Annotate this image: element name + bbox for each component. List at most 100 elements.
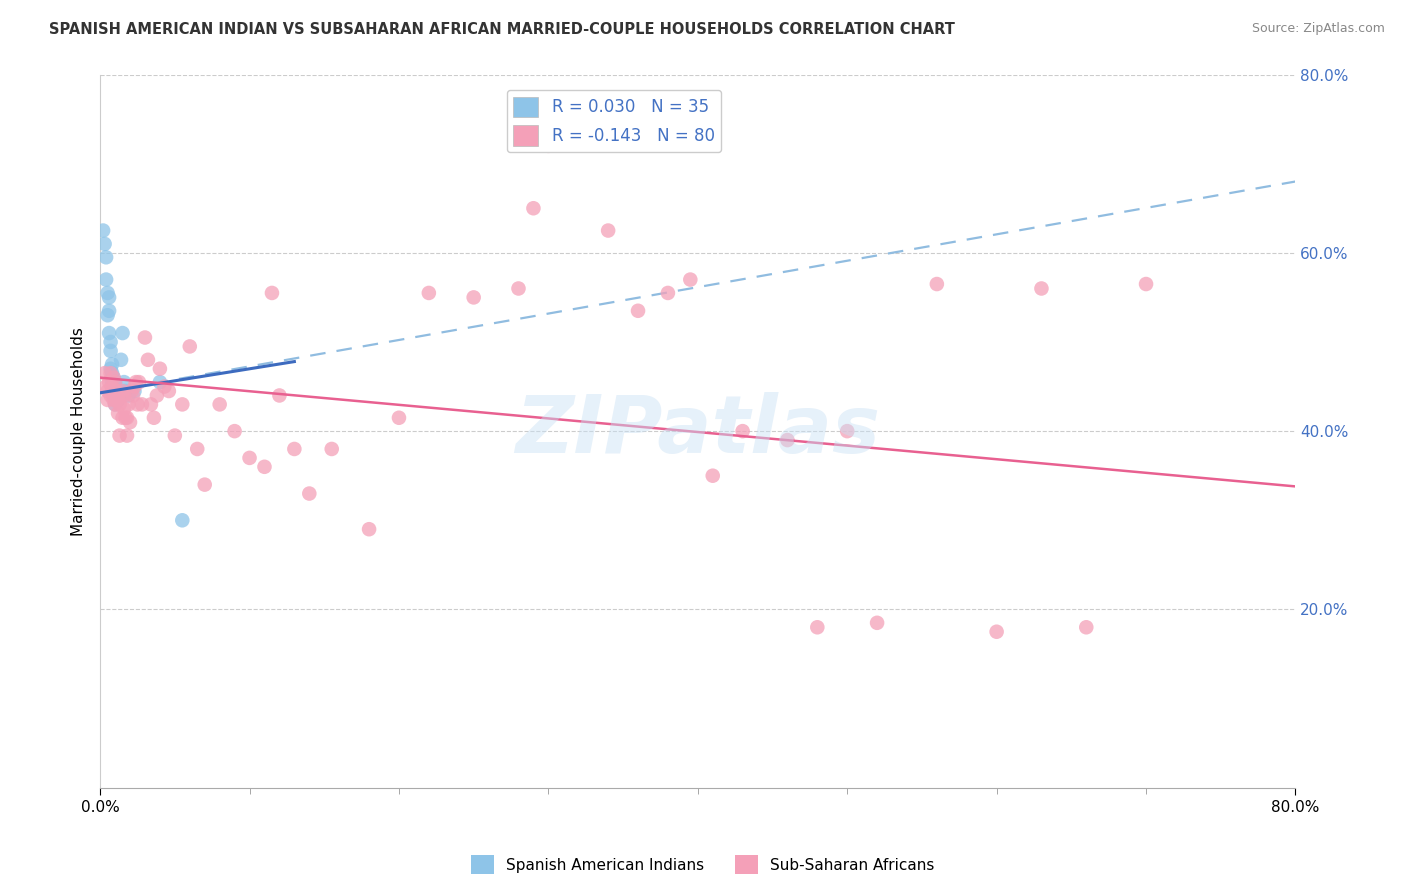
Point: [194, 477, 217, 491]
Point: [627, 303, 650, 318]
Point: [359, 522, 381, 536]
Point: [111, 326, 134, 340]
Point: [553, 130, 575, 145]
Point: [124, 379, 146, 393]
Point: [172, 513, 194, 527]
Point: [100, 361, 122, 376]
Point: [179, 339, 201, 353]
Point: [149, 375, 172, 389]
Point: [104, 397, 127, 411]
Point: [94, 272, 117, 286]
Point: [1135, 277, 1157, 291]
Point: [522, 201, 544, 215]
Point: [98, 290, 121, 304]
Point: [121, 384, 143, 398]
Point: [111, 410, 134, 425]
Point: [112, 401, 135, 416]
Point: [136, 352, 159, 367]
Point: [117, 397, 139, 411]
Point: [598, 223, 620, 237]
Point: [115, 410, 138, 425]
Point: [112, 375, 135, 389]
Point: [142, 410, 165, 425]
Point: [107, 392, 129, 407]
Point: [108, 428, 131, 442]
Point: [101, 366, 124, 380]
Point: [124, 384, 146, 398]
Point: [114, 384, 136, 398]
Point: [108, 388, 131, 402]
Point: [104, 375, 127, 389]
Point: [110, 352, 132, 367]
Point: [731, 424, 754, 438]
Text: Source: ZipAtlas.com: Source: ZipAtlas.com: [1251, 22, 1385, 36]
Point: [837, 424, 859, 438]
Point: [153, 379, 176, 393]
Point: [110, 388, 132, 402]
Point: [117, 388, 139, 402]
Point: [98, 303, 121, 318]
Point: [97, 392, 120, 407]
Point: [702, 468, 724, 483]
Point: [98, 326, 121, 340]
Point: [224, 424, 246, 438]
Point: [298, 486, 321, 500]
Text: ZIPatlas: ZIPatlas: [515, 392, 880, 470]
Point: [537, 139, 560, 153]
Point: [657, 285, 679, 300]
Point: [94, 250, 117, 264]
Point: [98, 375, 121, 389]
Point: [100, 388, 122, 402]
Point: [125, 375, 148, 389]
Point: [115, 428, 138, 442]
Point: [1076, 620, 1098, 634]
Point: [122, 388, 145, 402]
Point: [94, 379, 117, 393]
Point: [986, 624, 1008, 639]
Point: [103, 370, 125, 384]
Point: [103, 370, 125, 384]
Point: [866, 615, 889, 630]
Point: [91, 223, 114, 237]
Point: [101, 384, 124, 398]
Point: [149, 361, 172, 376]
Point: [127, 397, 149, 411]
Point: [100, 334, 122, 349]
Point: [103, 379, 125, 393]
Point: [107, 406, 129, 420]
Point: [101, 375, 124, 389]
Point: [105, 384, 128, 398]
Point: [131, 397, 153, 411]
Point: [107, 388, 129, 402]
Point: [1031, 281, 1053, 295]
Point: [776, 433, 799, 447]
Point: [104, 384, 127, 398]
Point: [97, 308, 120, 322]
Point: [104, 397, 127, 411]
Point: [260, 285, 283, 300]
Point: [103, 388, 125, 402]
Point: [97, 285, 120, 300]
Point: [105, 384, 128, 398]
Point: [269, 388, 291, 402]
Point: [388, 410, 411, 425]
Legend: R = 0.030   N = 35, R = -0.143   N = 80: R = 0.030 N = 35, R = -0.143 N = 80: [506, 90, 721, 153]
Point: [321, 442, 343, 456]
Text: SPANISH AMERICAN INDIAN VS SUBSAHARAN AFRICAN MARRIED-COUPLE HOUSEHOLDS CORRELAT: SPANISH AMERICAN INDIAN VS SUBSAHARAN AF…: [49, 22, 955, 37]
Point: [101, 357, 124, 371]
Point: [112, 388, 135, 402]
Point: [114, 410, 136, 425]
Point: [463, 290, 485, 304]
Point: [508, 281, 530, 295]
Point: [806, 620, 828, 634]
Point: [100, 343, 122, 358]
Point: [418, 285, 440, 300]
Point: [679, 272, 702, 286]
Point: [146, 388, 169, 402]
Point: [118, 415, 141, 429]
Point: [134, 330, 156, 344]
Point: [104, 375, 127, 389]
Point: [186, 442, 208, 456]
Point: [128, 375, 150, 389]
Point: [238, 450, 260, 465]
